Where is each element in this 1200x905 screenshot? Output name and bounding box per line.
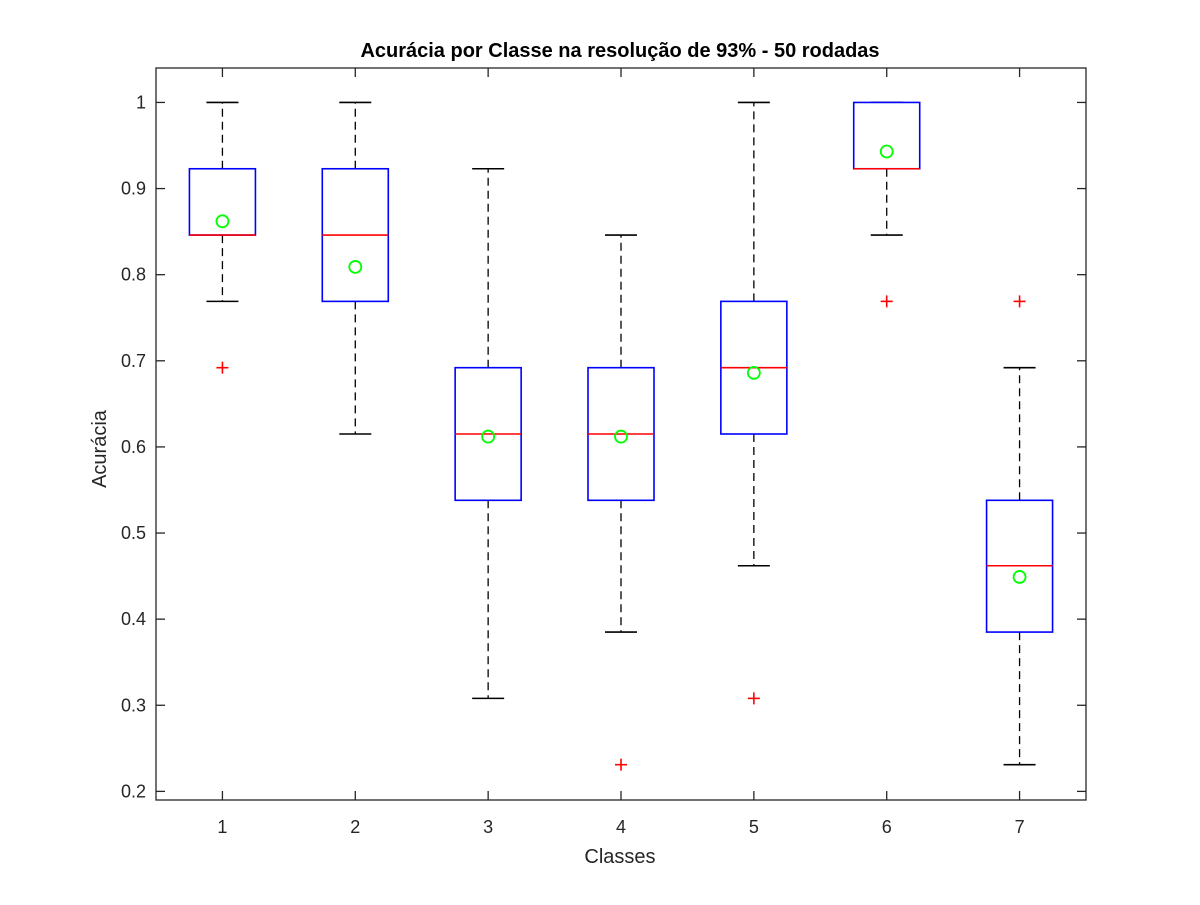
x-tick-label: 2: [350, 817, 360, 837]
plot-area: 0.2 0.3 0.4 0.5 0.6 0.7 0.8 0.9 1 1 2 3 4 5 6 7: [121, 67, 1087, 837]
box-class-1: [188, 167, 257, 236]
x-tick-label: 7: [1015, 817, 1025, 837]
mean-marker: [215, 214, 230, 229]
x-tick-label: 1: [217, 817, 227, 837]
chart-title: Acurácia por Classe na resolução de 93% …: [360, 40, 879, 62]
mean-marker: [1012, 570, 1027, 584]
y-tick-label: 0.8: [121, 265, 146, 285]
x-tick-label: 6: [882, 817, 892, 837]
x-tick-label: 3: [483, 817, 493, 837]
outlier-marker: [615, 758, 627, 771]
outlier-marker: [747, 692, 760, 705]
mean-marker: [879, 144, 894, 159]
outlier-marker: [880, 295, 893, 308]
y-tick-label: 0.9: [121, 179, 146, 199]
x-axis-label: Classes: [584, 846, 655, 868]
y-tick-label: 0.5: [121, 523, 146, 543]
mean-marker: [746, 365, 761, 380]
y-axis-label: Acurácia: [89, 409, 111, 488]
mean-marker: [348, 260, 363, 274]
box-class-6: [852, 101, 921, 170]
x-tick-label: 4: [616, 817, 626, 837]
x-tick-label: 5: [749, 817, 759, 837]
y-tick-label: 0.3: [121, 695, 146, 715]
y-tick-label: 0.4: [121, 609, 146, 629]
outlier-marker: [216, 361, 229, 374]
y-tick-label: 0.6: [121, 437, 146, 457]
mean-marker: [614, 429, 628, 444]
y-tick-label: 1: [136, 92, 146, 112]
y-tick-label: 0.7: [121, 351, 146, 371]
outlier-marker: [1013, 295, 1026, 308]
y-tick-label: 0.2: [121, 781, 146, 801]
mean-marker: [481, 429, 496, 444]
